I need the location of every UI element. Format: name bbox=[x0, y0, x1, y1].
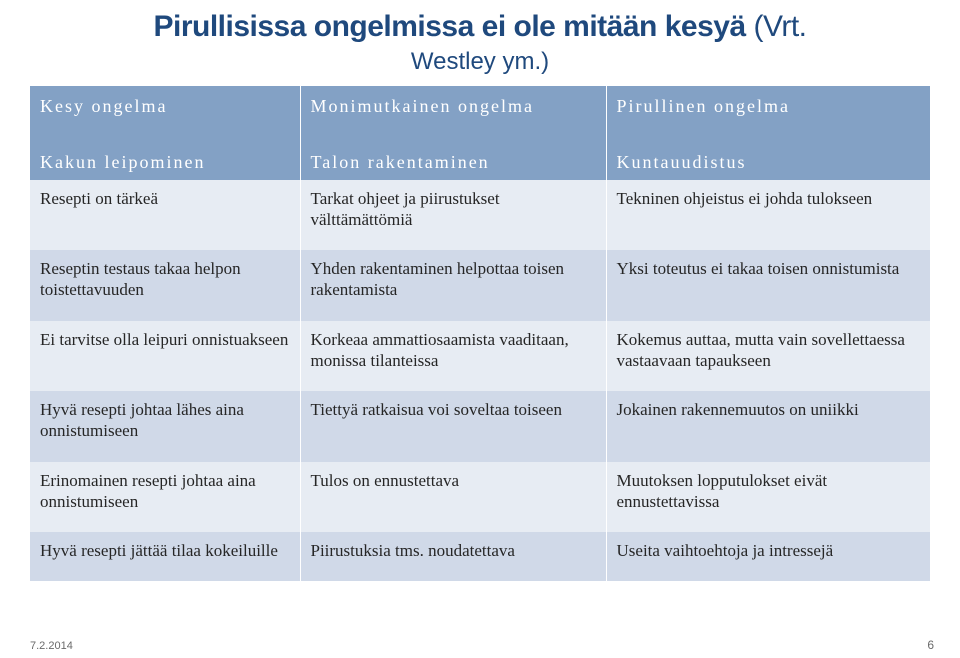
cell: Korkeaa ammattiosaamista vaaditaan, moni… bbox=[300, 321, 606, 392]
cell: Yksi toteutus ei takaa toisen onnistumis… bbox=[606, 250, 930, 321]
cell: Resepti on tärkeä bbox=[30, 180, 300, 251]
col-header-1: Kesy ongelma bbox=[30, 86, 300, 145]
table-row: Hyvä resepti jättää tilaa kokeiluille Pi… bbox=[30, 532, 930, 581]
cell: Jokainen rakennemuutos on uniikki bbox=[606, 391, 930, 462]
cell: Tiettyä ratkaisua voi soveltaa toiseen bbox=[300, 391, 606, 462]
table-row: Reseptin testaus takaa helpon toistettav… bbox=[30, 250, 930, 321]
cell: Muutoksen lopputulokset eivät ennustetta… bbox=[606, 462, 930, 533]
title-sub: (Vrt. bbox=[753, 10, 806, 43]
table-row: Resepti on tärkeä Tarkat ohjeet ja piiru… bbox=[30, 180, 930, 251]
table-row: Ei tarvitse olla leipuri onnistuakseen K… bbox=[30, 321, 930, 392]
cell: Ei tarvitse olla leipuri onnistuakseen bbox=[30, 321, 300, 392]
section-cell-1: Kakun leipominen bbox=[30, 145, 300, 180]
cell: Hyvä resepti johtaa lähes aina onnistumi… bbox=[30, 391, 300, 462]
cell: Erinomainen resepti johtaa aina onnistum… bbox=[30, 462, 300, 533]
col-header-2: Monimutkainen ongelma bbox=[300, 86, 606, 145]
slide: Pirullisissa ongelmissa ei ole mitään ke… bbox=[0, 0, 960, 658]
cell: Useita vaihtoehtoja ja intressejä bbox=[606, 532, 930, 581]
cell: Tulos on ennustettava bbox=[300, 462, 606, 533]
cell: Reseptin testaus takaa helpon toistettav… bbox=[30, 250, 300, 321]
col-header-3: Pirullinen ongelma bbox=[606, 86, 930, 145]
cell: Piirustuksia tms. noudatettava bbox=[300, 532, 606, 581]
cell: Yhden rakentaminen helpottaa toisen rake… bbox=[300, 250, 606, 321]
cell: Kokemus auttaa, mutta vain sovellettaess… bbox=[606, 321, 930, 392]
section-row: Kakun leipominen Talon rakentaminen Kunt… bbox=[30, 145, 930, 180]
table-row: Erinomainen resepti johtaa aina onnistum… bbox=[30, 462, 930, 533]
cell: Tekninen ohjeistus ei johda tulokseen bbox=[606, 180, 930, 251]
comparison-table: Kesy ongelma Monimutkainen ongelma Pirul… bbox=[30, 86, 930, 581]
cell: Tarkat ohjeet ja piirustukset välttämätt… bbox=[300, 180, 606, 251]
title-line2: Westley ym.) bbox=[30, 48, 930, 76]
table-header-row: Kesy ongelma Monimutkainen ongelma Pirul… bbox=[30, 86, 930, 145]
page-title: Pirullisissa ongelmissa ei ole mitään ke… bbox=[30, 10, 930, 44]
title-main: Pirullisissa ongelmissa ei ole mitään ke… bbox=[153, 10, 745, 43]
section-cell-2: Talon rakentaminen bbox=[300, 145, 606, 180]
footer-date: 7.2.2014 bbox=[30, 640, 73, 652]
cell: Hyvä resepti jättää tilaa kokeiluille bbox=[30, 532, 300, 581]
section-cell-3: Kuntauudistus bbox=[606, 145, 930, 180]
page-number: 6 bbox=[927, 638, 934, 652]
table-row: Hyvä resepti johtaa lähes aina onnistumi… bbox=[30, 391, 930, 462]
